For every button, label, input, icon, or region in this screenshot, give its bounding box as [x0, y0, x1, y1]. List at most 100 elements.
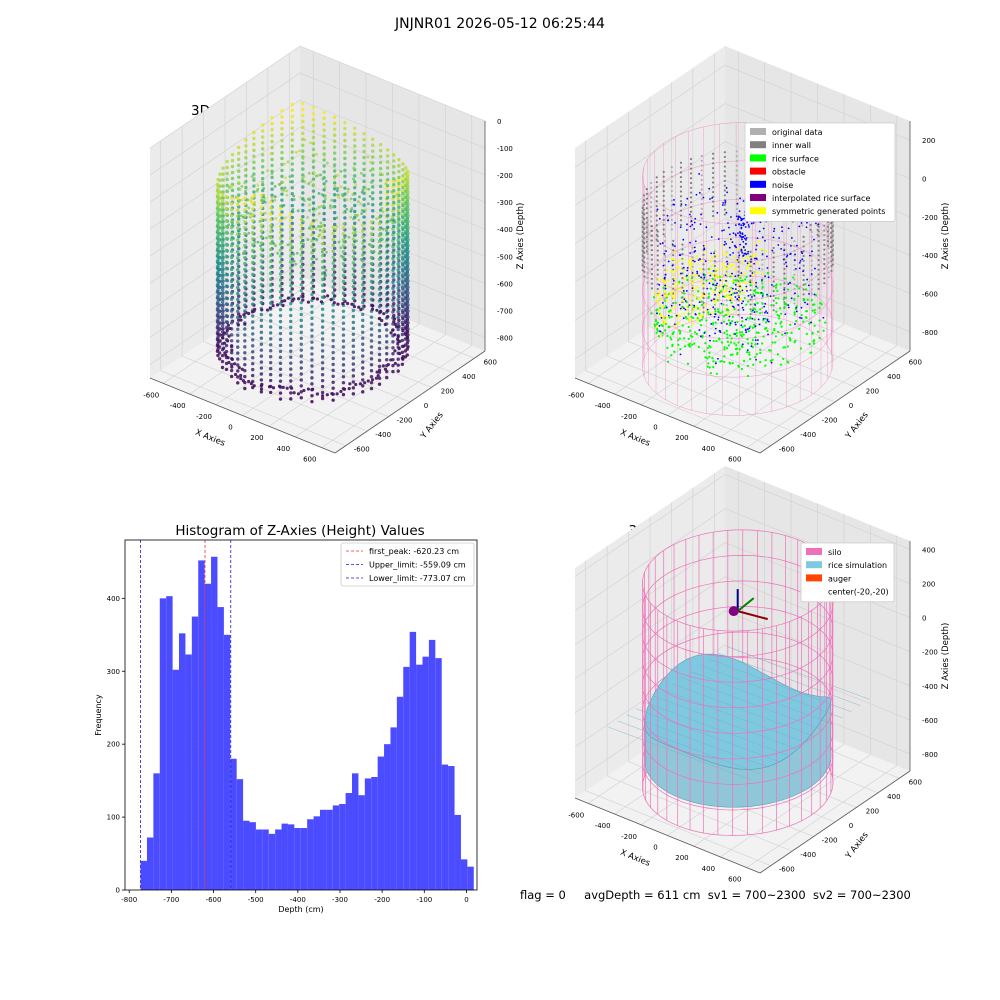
inner-wall-point [781, 212, 784, 215]
raw-point [249, 382, 253, 386]
raw-point [246, 211, 250, 215]
raw-point [396, 357, 400, 361]
inner-wall-point [801, 205, 804, 208]
raw-point [331, 205, 335, 209]
raw-point [259, 241, 264, 245]
inner-wall-point [802, 235, 805, 238]
inner-wall-point [663, 288, 667, 291]
inner-wall-point [770, 157, 774, 160]
raw-point [215, 194, 220, 199]
raw-point [215, 349, 220, 353]
raw-point [369, 339, 374, 343]
rice-surface-point [780, 320, 783, 324]
inner-wall-point [713, 308, 717, 311]
x-tick-label: 200 [250, 434, 263, 442]
raw-point [244, 162, 248, 166]
noise-point [706, 287, 709, 290]
noise-point [708, 282, 711, 285]
symmetric-point [721, 244, 724, 247]
symmetric-point [716, 254, 719, 258]
inner-wall-point [823, 243, 826, 246]
noise-point [715, 284, 718, 287]
raw-point [230, 170, 235, 175]
raw-point [377, 233, 382, 238]
raw-point [403, 343, 408, 347]
raw-point [351, 284, 356, 289]
raw-point [225, 225, 229, 229]
inner-wall-point [672, 268, 675, 271]
raw-point [216, 323, 220, 328]
noise-point [665, 250, 667, 253]
raw-point [259, 244, 262, 248]
symmetric-point [765, 250, 768, 253]
noise-point [739, 231, 741, 233]
noise-point [736, 291, 738, 294]
inner-wall-point [670, 180, 673, 183]
noise-point [670, 304, 673, 307]
raw-point [278, 355, 283, 360]
rice-surface-point [688, 345, 691, 348]
raw-point [360, 212, 364, 215]
inner-wall-point [747, 164, 750, 167]
inner-wall-point [816, 233, 819, 236]
raw-point [216, 294, 220, 298]
inner-wall-point [645, 226, 648, 229]
rice-surface-point [793, 313, 796, 316]
symmetric-point [688, 320, 691, 323]
raw-point [332, 175, 337, 179]
raw-point [369, 327, 374, 331]
rice-surface-point [759, 348, 762, 352]
rice-surface-point [724, 313, 727, 317]
symmetric-point [734, 290, 738, 293]
inner-wall-point [655, 219, 658, 222]
noise-point [798, 225, 801, 228]
inner-wall-point [772, 251, 775, 254]
raw-point [310, 358, 314, 362]
raw-point [385, 375, 389, 380]
noise-point [735, 215, 738, 218]
noise-point [811, 250, 813, 253]
raw-point [289, 266, 293, 270]
inner-wall-point [772, 309, 775, 312]
legend-label: center(-20,-20) [828, 588, 889, 597]
raw-point [220, 312, 225, 316]
inner-wall-point [809, 209, 812, 212]
inner-wall-point [809, 199, 812, 203]
noise-point [729, 253, 732, 256]
inner-wall-point [663, 254, 667, 257]
floor-grid-x [163, 281, 314, 384]
raw-point [320, 277, 325, 282]
raw-point [353, 209, 357, 214]
noise-point [767, 333, 769, 336]
raw-point [280, 246, 284, 250]
raw-point [299, 372, 303, 376]
raw-point [259, 217, 264, 221]
inner-wall-point [691, 304, 694, 307]
symmetric-point [695, 305, 698, 308]
raw-point [311, 242, 316, 247]
raw-point [215, 236, 220, 240]
inner-wall-point [650, 253, 654, 256]
raw-point [362, 227, 366, 231]
symmetric-point [677, 282, 680, 286]
rice-surface-point [746, 316, 749, 320]
raw-point [351, 386, 356, 390]
raw-point [221, 249, 225, 254]
raw-point [243, 345, 247, 349]
inner-wall-point [713, 288, 717, 292]
rice-surface-point [763, 327, 767, 330]
raw-point [351, 362, 356, 366]
raw-point [397, 217, 401, 221]
raw-point [301, 286, 305, 290]
inner-wall-point [826, 225, 830, 228]
raw-point [401, 275, 405, 279]
raw-point [224, 236, 229, 241]
symmetric-point [682, 285, 685, 288]
noise-point [767, 203, 770, 205]
raw-point [299, 366, 303, 370]
raw-point [385, 249, 390, 253]
inner-wall-point [810, 269, 813, 272]
rice-surface-point [725, 267, 729, 270]
inner-wall-point [645, 211, 648, 215]
rice-surface-point [735, 332, 738, 335]
